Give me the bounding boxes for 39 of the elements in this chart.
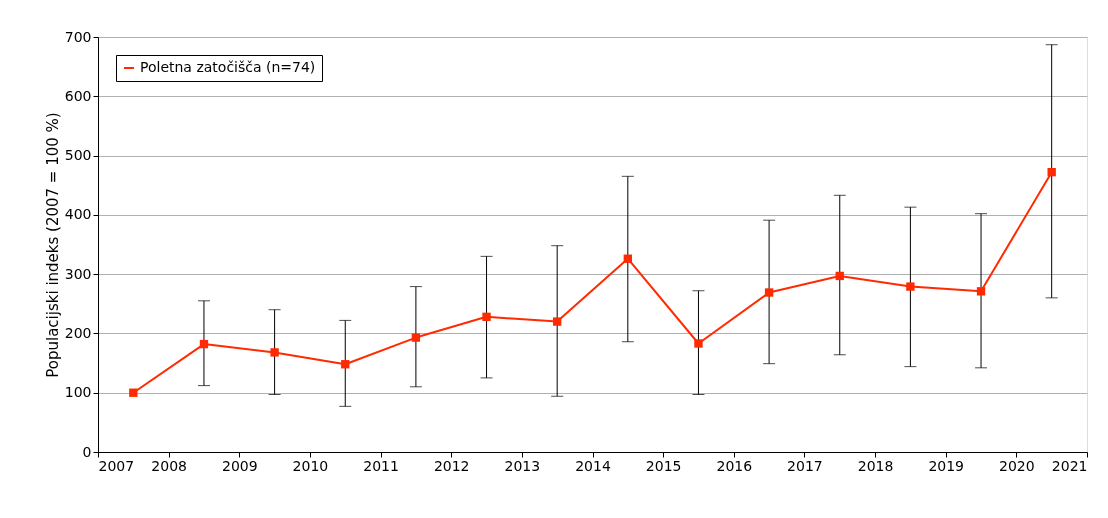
x-tick-label: 2019 [928,457,965,474]
point [764,288,774,297]
y-axis-title: Populacijski indeks (2007 = 100 %) [43,112,62,378]
x-tick-label: 2010 [292,457,329,474]
x-tick-label: 2015 [645,457,682,474]
x-tick-label: 2018 [857,457,894,474]
x-tick-label: 2014 [575,457,611,474]
point [906,282,915,291]
x-tick-label: 2009 [221,457,258,474]
y-tick-label: 0 [82,443,92,460]
x-tick-label: 2008 [151,457,187,474]
legend-label: Poletna zatočišča (n=74) [140,59,316,75]
point [411,333,421,342]
x-tick-label: 2021 [1051,457,1088,474]
x-tick-label: 2012 [433,457,470,474]
y-tick-label: 700 [64,28,92,45]
y-tick-label: 300 [64,265,92,282]
x-tick-label: 2020 [999,457,1035,474]
point [1047,167,1056,177]
x-tick-label: 2016 [716,457,753,474]
point [199,339,209,349]
point [835,271,844,281]
y-tick-label: 200 [64,324,92,341]
point [129,388,138,397]
x-tick-label: 2017 [787,457,823,474]
x-tick-label: 2011 [363,457,399,474]
y-tick-label: 400 [64,206,92,223]
point [482,312,491,322]
point [270,348,279,357]
x-tick-label: 2013 [504,457,541,474]
point [694,339,703,348]
point [623,254,633,263]
y-tick-label: 600 [64,87,92,104]
point [341,360,350,369]
y-tick-label: 500 [64,147,92,164]
point [976,287,986,296]
y-tick-label: 100 [64,384,92,401]
x-tick-label: 2007 [98,457,135,474]
point [553,317,562,326]
